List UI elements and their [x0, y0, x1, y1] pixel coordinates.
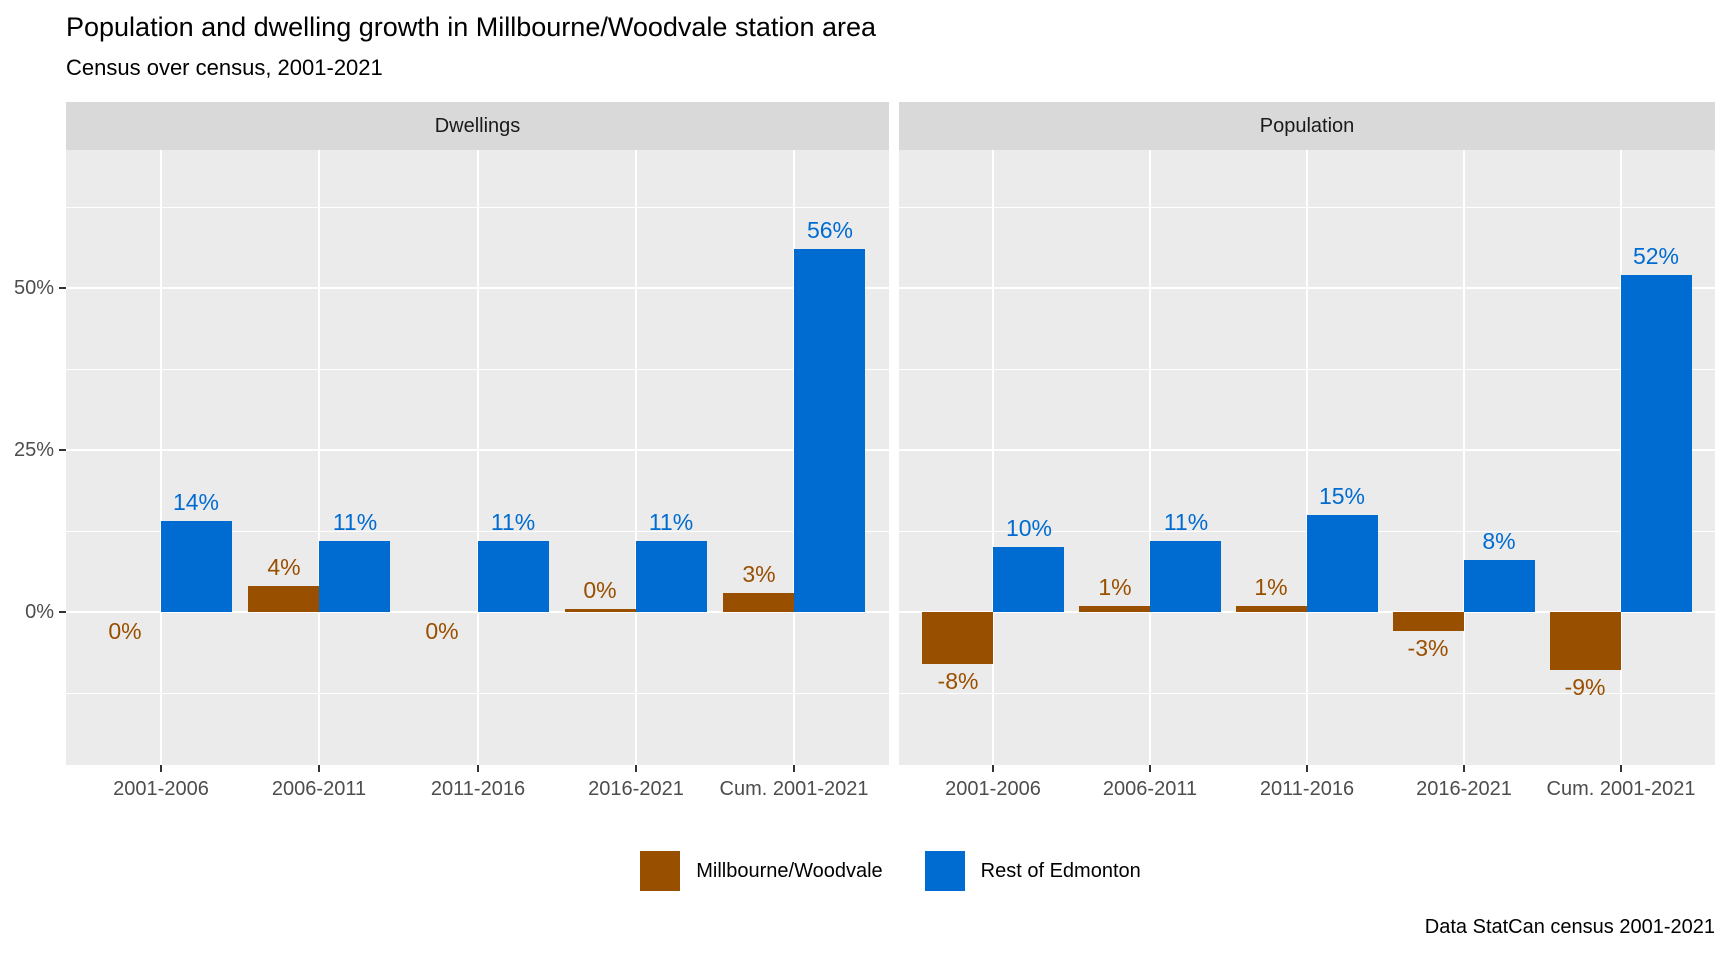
edmonton-color-swatch — [924, 851, 965, 891]
bar-rest-of-edmonton-2016-2021 — [1464, 560, 1535, 612]
bar-millbourne-woodvale-2006-2011 — [248, 586, 319, 612]
bar-millbourne-woodvale-2001-2006 — [922, 612, 993, 664]
bar-millbourne-woodvale-Cum. 2001-2021 — [723, 593, 794, 612]
facet-strip: Population — [899, 102, 1715, 150]
bar-rest-of-edmonton-2001-2006 — [993, 547, 1064, 612]
bar-value-label: 11% — [648, 509, 694, 535]
bar-value-label: 52% — [1632, 243, 1680, 269]
legend-entry-millbourne: Millbourne/Woodvale — [640, 851, 883, 891]
x-axis-label: 2011-2016 — [430, 778, 526, 800]
bar-value-label: 14% — [172, 489, 220, 515]
x-axis-label: 2001-2006 — [945, 778, 1041, 800]
x-axis-tick — [793, 765, 795, 772]
bar-value-label: 11% — [490, 509, 536, 535]
y-axis-label: 25% — [13, 439, 54, 461]
x-axis-tick — [477, 765, 479, 772]
bar-value-label: 10% — [1005, 515, 1053, 541]
bar-value-label: -9% — [1564, 674, 1606, 700]
facet-strip: Dwellings — [66, 102, 889, 150]
bar-millbourne-woodvale-2006-2011 — [1079, 606, 1150, 612]
x-axis-tick — [1149, 765, 1151, 772]
bar-value-label: 0% — [425, 618, 459, 644]
bar-value-label: 0% — [583, 577, 617, 603]
bar-value-label: 1% — [1098, 574, 1132, 600]
x-axis-tick — [1620, 765, 1622, 772]
bar-millbourne-woodvale-Cum. 2001-2021 — [1550, 612, 1621, 670]
bar-rest-of-edmonton-2016-2021 — [636, 541, 707, 612]
facet-panel-dwellings: 0% 4% 0% 0% 3% 14% 11% 11% 11% 56% — [66, 150, 889, 765]
bar-value-label: 0% — [108, 618, 142, 644]
x-axis-label: 2006-2011 — [271, 778, 367, 800]
x-axis-label: 2011-2016 — [1259, 778, 1355, 800]
y-axis-label: 50% — [13, 277, 54, 299]
facet-strip-label: Population — [1259, 114, 1355, 137]
bar-rest-of-edmonton-2011-2016 — [478, 541, 549, 612]
vertical-gridline — [1306, 150, 1308, 765]
bar-value-label: 3% — [742, 561, 776, 587]
bar-value-label: 11% — [332, 509, 378, 535]
bar-rest-of-edmonton-2001-2006 — [161, 521, 232, 612]
x-axis-label: Cum. 2001-2021 — [1546, 778, 1696, 800]
x-axis-label: Cum. 2001-2021 — [719, 778, 869, 800]
facet-panel-population: -8% 1% 1% -3% -9% 10% 11% 15% 8% 52% — [899, 150, 1715, 765]
bar-millbourne-woodvale-2016-2021 — [1393, 612, 1464, 631]
vertical-gridline — [477, 150, 479, 765]
legend-label-edmonton: Rest of Edmonton — [980, 859, 1141, 882]
bar-value-label: 8% — [1482, 528, 1516, 554]
legend-label-millbourne: Millbourne/Woodvale — [696, 859, 883, 882]
bar-value-label: -8% — [937, 668, 979, 694]
millbourne-color-swatch — [640, 851, 681, 891]
bar-millbourne-woodvale-2016-2021 — [565, 609, 636, 612]
vertical-gridline — [635, 150, 637, 765]
x-axis-tick — [318, 765, 320, 772]
x-axis-label: 2001-2006 — [113, 778, 209, 800]
bar-value-label: 1% — [1254, 574, 1288, 600]
vertical-gridline — [160, 150, 162, 765]
bar-value-label: -3% — [1407, 635, 1449, 661]
bar-rest-of-edmonton-Cum. 2001-2021 — [1621, 275, 1692, 612]
legend: Millbourne/Woodvale Rest of Edmonton — [66, 848, 1715, 894]
x-axis-label: 2016-2021 — [1416, 778, 1512, 800]
x-axis-tick — [992, 765, 994, 772]
vertical-gridline — [992, 150, 994, 765]
vertical-gridline — [318, 150, 320, 765]
x-axis-label: 2016-2021 — [588, 778, 684, 800]
chart-caption: Data StatCan census 2001-2021 — [1424, 916, 1715, 938]
vertical-gridline — [1463, 150, 1465, 765]
y-axis-tick — [59, 449, 66, 451]
chart-title: Population and dwelling growth in Millbo… — [66, 12, 876, 42]
bar-value-label: 4% — [267, 554, 301, 580]
x-axis-tick — [635, 765, 637, 772]
bar-rest-of-edmonton-2006-2011 — [319, 541, 390, 612]
x-axis-tick — [1463, 765, 1465, 772]
bar-rest-of-edmonton-2011-2016 — [1307, 515, 1378, 612]
x-axis-tick — [160, 765, 162, 772]
bar-millbourne-woodvale-2011-2016 — [1236, 606, 1307, 612]
x-axis-tick — [1306, 765, 1308, 772]
bar-rest-of-edmonton-Cum. 2001-2021 — [794, 249, 865, 612]
legend-entry-edmonton: Rest of Edmonton — [924, 851, 1141, 891]
chart-subtitle: Census over census, 2001-2021 — [66, 55, 383, 80]
vertical-gridline — [1149, 150, 1151, 765]
bar-rest-of-edmonton-2006-2011 — [1150, 541, 1221, 612]
bar-value-label: 15% — [1318, 483, 1366, 509]
y-axis-tick — [59, 611, 66, 613]
bar-value-label: 11% — [1163, 509, 1209, 535]
y-axis-label: 0% — [25, 601, 54, 623]
bar-value-label: 56% — [806, 217, 854, 243]
y-axis-tick — [59, 287, 66, 289]
facet-strip-label: Dwellings — [434, 114, 521, 137]
x-axis-label: 2006-2011 — [1102, 778, 1198, 800]
